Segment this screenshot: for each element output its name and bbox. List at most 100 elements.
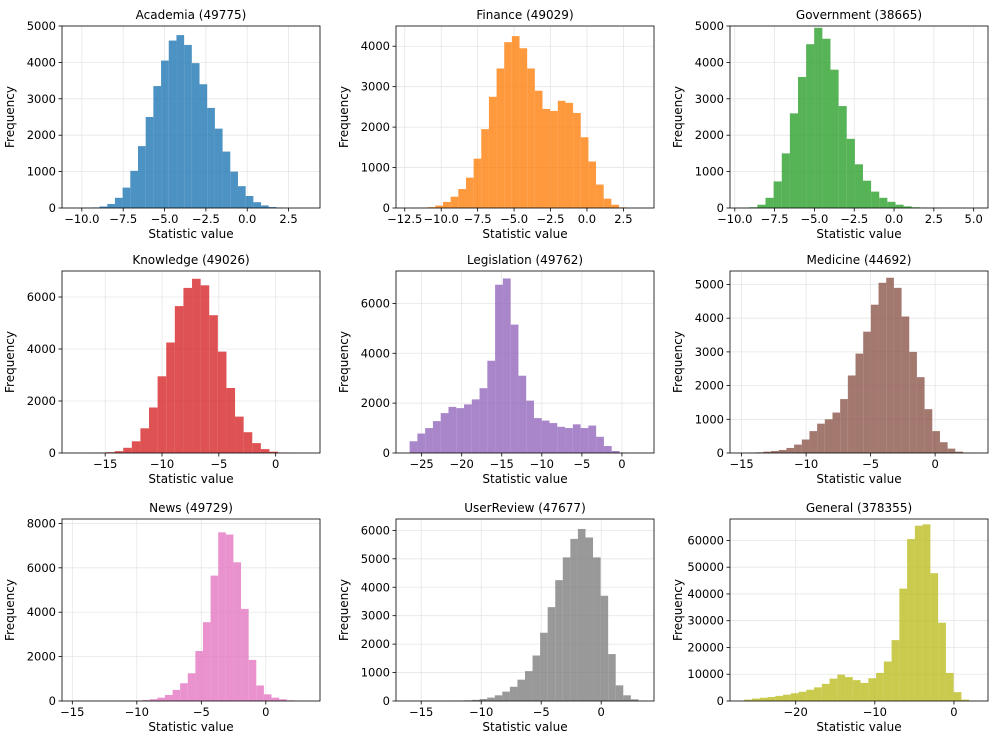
histogram-bar: [230, 171, 238, 208]
histogram-bar: [237, 186, 246, 208]
x-tick-label: −15: [490, 457, 514, 471]
histogram-bar: [596, 436, 604, 453]
histogram-bar: [577, 528, 586, 701]
histogram-bar: [263, 694, 272, 701]
y-tick-label: 5000: [695, 277, 724, 291]
histogram-bar: [615, 685, 624, 701]
histogram-bar: [432, 421, 441, 453]
y-tick-label: 2000: [695, 128, 724, 142]
y-tick-label: 0: [49, 694, 56, 708]
x-axis-label: Statistic value: [482, 227, 567, 241]
y-tick-label: 4000: [361, 346, 390, 360]
y-tick-label: 4000: [695, 55, 724, 69]
histogram-bar: [495, 284, 503, 453]
histogram-bar: [752, 698, 760, 701]
histogram-bar: [887, 201, 896, 208]
histogram-bar: [822, 38, 831, 208]
histogram-bar: [757, 204, 766, 208]
histogram-bar: [961, 699, 970, 701]
x-tick-label: −15: [409, 705, 433, 719]
x-axis-label: Statistic value: [482, 720, 567, 734]
histogram-bar: [114, 197, 123, 208]
axes-frame: [395, 25, 655, 209]
x-tick-label: −20: [784, 705, 808, 719]
histogram-bar: [798, 691, 807, 701]
x-tick-label: −10: [125, 705, 149, 719]
histogram-bar: [465, 177, 474, 208]
histogram-bar: [847, 375, 856, 453]
histogram-bar: [879, 197, 888, 208]
histogram-bar: [786, 447, 795, 453]
histogram-bar: [157, 376, 167, 453]
histogram-bar: [895, 204, 904, 208]
y-tick-label: 3000: [361, 609, 390, 623]
x-tick-label: −7.5: [109, 212, 137, 226]
histogram-bar: [765, 197, 774, 208]
histogram-bar: [511, 36, 520, 208]
y-axis-label: Frequency: [3, 331, 17, 393]
histogram-bar: [222, 151, 231, 208]
x-axis-label: Statistic value: [816, 227, 901, 241]
y-tick-label: 2000: [361, 396, 390, 410]
chart-panel: −15 −10 −5 0 0 2000 4000 6000 8000 News (49729) St…: [3, 501, 321, 734]
x-tick-label: −20: [450, 457, 474, 471]
x-axis-label: Statistic value: [482, 472, 567, 486]
histogram-bar: [953, 692, 962, 701]
histogram-bar: [570, 538, 578, 701]
histogram-bar: [417, 433, 426, 453]
histogram-bar: [209, 315, 218, 453]
histogram-bar: [914, 525, 923, 701]
histogram-bar: [279, 699, 287, 701]
x-tick-label: 0: [272, 457, 279, 471]
histogram-bar: [479, 699, 488, 701]
histogram-bar: [260, 449, 270, 453]
x-tick-label: −15: [729, 457, 753, 471]
chart-title: Government (38665): [796, 8, 922, 22]
histogram-bar: [829, 678, 838, 701]
histogram-bar: [883, 661, 892, 701]
histogram-bar: [593, 557, 601, 701]
histogram-bar: [435, 205, 444, 208]
histogram-bar: [271, 697, 280, 701]
chart-panel: −15 −10 −5 0 0 1000 2000 3000 4000 5000 6000 UserRe…: [337, 501, 655, 734]
histogram-bar: [824, 419, 833, 453]
histogram-bar: [496, 68, 505, 208]
histogram-bar: [899, 588, 908, 701]
histogram-bar: [541, 420, 550, 453]
x-tick-label: −10.0: [64, 212, 99, 226]
histogram-bar: [458, 188, 466, 208]
y-tick-label: 0: [717, 446, 724, 460]
histogram-bar: [533, 418, 542, 453]
y-tick-label: 2000: [27, 128, 56, 142]
x-tick-label: −2.5: [192, 212, 220, 226]
histogram-bar: [425, 428, 433, 453]
histogram-bar: [930, 573, 939, 701]
histogram-bar: [140, 428, 150, 453]
y-tick-label: 4000: [27, 342, 56, 356]
y-axis-label: Frequency: [3, 579, 17, 641]
y-tick-label: 1000: [361, 666, 390, 680]
histogram-bar: [588, 425, 597, 453]
histogram-bar: [557, 100, 566, 208]
histogram-bar: [479, 388, 488, 453]
histogram-bar: [487, 697, 495, 701]
histogram-bar: [838, 106, 847, 208]
histogram-bar: [744, 699, 753, 701]
histogram-bar: [195, 651, 203, 701]
histogram-bar: [596, 184, 604, 208]
x-tick-label: 0: [598, 705, 605, 719]
y-tick-label: 0: [49, 201, 56, 215]
histogram-bar: [947, 448, 956, 453]
x-tick-label: −10: [794, 457, 818, 471]
y-axis-label: Frequency: [337, 331, 351, 393]
x-tick-label: −15: [60, 705, 84, 719]
x-tick-label: −5: [210, 457, 227, 471]
chart-title: Medicine (44692): [807, 253, 912, 267]
histogram-bar: [542, 108, 551, 208]
x-tick-label: 0.0: [578, 212, 596, 226]
axes-frame: [395, 518, 655, 702]
histogram-bar: [187, 673, 196, 701]
x-tick-label: 0.0: [238, 212, 256, 226]
histogram-bar: [939, 442, 948, 453]
